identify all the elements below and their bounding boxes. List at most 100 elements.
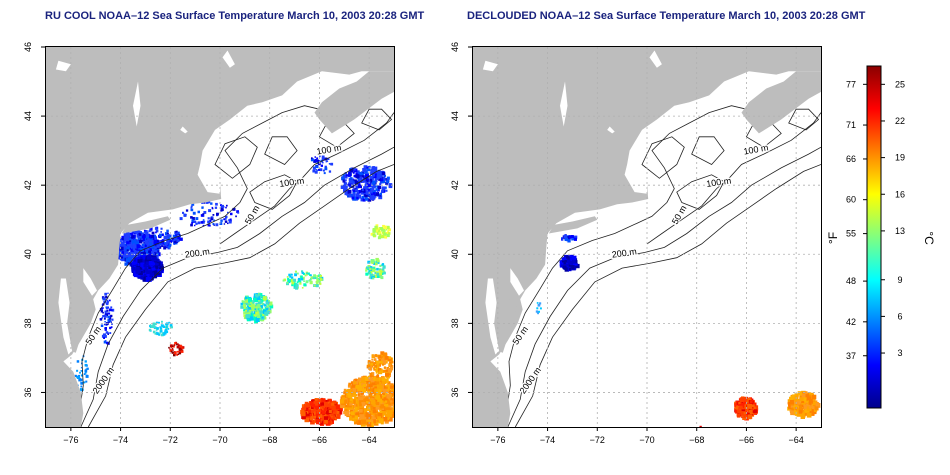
sst-pixel bbox=[190, 216, 193, 219]
sst-pixel bbox=[796, 400, 801, 405]
sst-pixel bbox=[795, 413, 798, 416]
sst-pixel bbox=[374, 179, 378, 183]
bathymetry-contour bbox=[641, 136, 685, 179]
sst-pixel bbox=[360, 378, 365, 383]
bathymetry-contour bbox=[249, 174, 298, 210]
sst-pixel bbox=[381, 407, 385, 410]
sst-pixel bbox=[367, 387, 372, 391]
sst-pixel bbox=[119, 246, 124, 251]
sst-pixel bbox=[562, 260, 565, 263]
sst-pixel bbox=[383, 362, 386, 365]
sst-pixel bbox=[378, 230, 382, 234]
sst-pixel bbox=[392, 405, 394, 408]
sst-pixel bbox=[370, 273, 374, 276]
sst-pixel bbox=[388, 228, 391, 232]
sst-pixel bbox=[379, 363, 382, 366]
sst-pixel bbox=[154, 251, 159, 256]
sst-pixel bbox=[251, 306, 256, 311]
sst-pixel bbox=[373, 361, 377, 365]
sst-pixel bbox=[359, 403, 362, 407]
map-panel-declouded: 100 m 100 m 50 m 200 m 50 m 2000 m bbox=[472, 46, 822, 428]
sst-pixel bbox=[318, 279, 321, 283]
sst-pixel bbox=[789, 400, 794, 404]
lon-tick-label: −74 bbox=[540, 435, 555, 445]
sst-pixel bbox=[313, 400, 319, 406]
sst-pixel bbox=[367, 178, 370, 181]
sst-pixel bbox=[181, 347, 184, 350]
sst-pixel bbox=[288, 273, 291, 277]
sst-pixel bbox=[332, 410, 338, 415]
sst-pixel bbox=[370, 378, 375, 383]
sst-pixel bbox=[376, 267, 379, 271]
sst-pixel bbox=[178, 347, 181, 350]
sst-pixel bbox=[104, 312, 107, 314]
sst-pixel bbox=[355, 189, 358, 192]
sst-pixel bbox=[137, 237, 140, 240]
sst-pixel bbox=[108, 312, 111, 315]
sst-pixel bbox=[348, 194, 352, 198]
sst-pixel bbox=[300, 411, 306, 417]
colorbar-c-label: 3 bbox=[897, 348, 902, 358]
sst-pixel bbox=[744, 401, 747, 404]
sst-pixel bbox=[316, 169, 318, 172]
sst-pixel bbox=[169, 324, 173, 327]
sst-pixel bbox=[383, 369, 386, 373]
sst-pixel bbox=[174, 238, 177, 241]
sst-pixel bbox=[205, 201, 209, 204]
sst-pixel bbox=[303, 280, 305, 282]
sst-pixel bbox=[133, 259, 137, 263]
sst-pixel bbox=[355, 193, 360, 198]
sst-pixel bbox=[339, 399, 345, 404]
sst-pixel bbox=[220, 207, 223, 210]
colorbar-c-unit: °C bbox=[922, 231, 936, 245]
sst-pixel bbox=[349, 402, 353, 406]
sst-pixel bbox=[314, 170, 318, 174]
sst-pixel bbox=[232, 207, 236, 211]
sst-pixel bbox=[255, 318, 260, 322]
sst-pixel bbox=[803, 398, 807, 402]
sst-pixel bbox=[370, 405, 374, 410]
sst-pixel bbox=[379, 233, 382, 236]
sst-pixel bbox=[388, 408, 392, 412]
sst-pixel bbox=[339, 403, 345, 408]
sst-pixel bbox=[303, 404, 307, 408]
sst-pixel bbox=[753, 402, 757, 406]
sst-pixel bbox=[99, 318, 103, 321]
sst-pixel bbox=[354, 406, 358, 410]
lake bbox=[133, 81, 141, 127]
sst-pixel bbox=[345, 389, 349, 394]
sst-pixel bbox=[361, 419, 367, 425]
sst-pixel bbox=[383, 225, 387, 230]
sst-pixel bbox=[303, 283, 307, 287]
sst-pixel bbox=[126, 241, 130, 245]
sst-pixel bbox=[371, 419, 377, 424]
sst-pixel bbox=[368, 419, 374, 425]
sst-pixel bbox=[133, 243, 136, 246]
sst-pixel bbox=[372, 230, 376, 234]
sst-pixel bbox=[373, 368, 376, 371]
sst-pixel bbox=[740, 403, 745, 408]
bathymetry-contour bbox=[214, 136, 258, 179]
sst-pixel bbox=[261, 316, 264, 319]
sst-pixel bbox=[743, 412, 746, 415]
sst-pixel bbox=[316, 275, 319, 278]
sst-pixel bbox=[324, 419, 328, 424]
sst-pixel bbox=[153, 239, 158, 244]
sst-pixel bbox=[154, 246, 157, 250]
sst-pixel bbox=[745, 412, 749, 416]
sst-pixel bbox=[309, 279, 312, 282]
sst-pixel bbox=[372, 277, 375, 280]
sst-pixel bbox=[739, 405, 743, 409]
sst-pixel bbox=[375, 366, 379, 370]
sst-pixel bbox=[215, 223, 219, 227]
sst-pixel bbox=[151, 245, 155, 249]
sst-pixel bbox=[378, 364, 381, 367]
sst-pixel bbox=[210, 217, 214, 221]
sst-pixel bbox=[374, 388, 378, 392]
sst-pixel bbox=[367, 188, 371, 192]
sst-pixel bbox=[355, 174, 360, 179]
sst-pixel bbox=[136, 231, 139, 235]
sst-pixel bbox=[355, 385, 359, 389]
sst-pixel bbox=[365, 269, 368, 272]
sst-pixel bbox=[146, 254, 152, 260]
